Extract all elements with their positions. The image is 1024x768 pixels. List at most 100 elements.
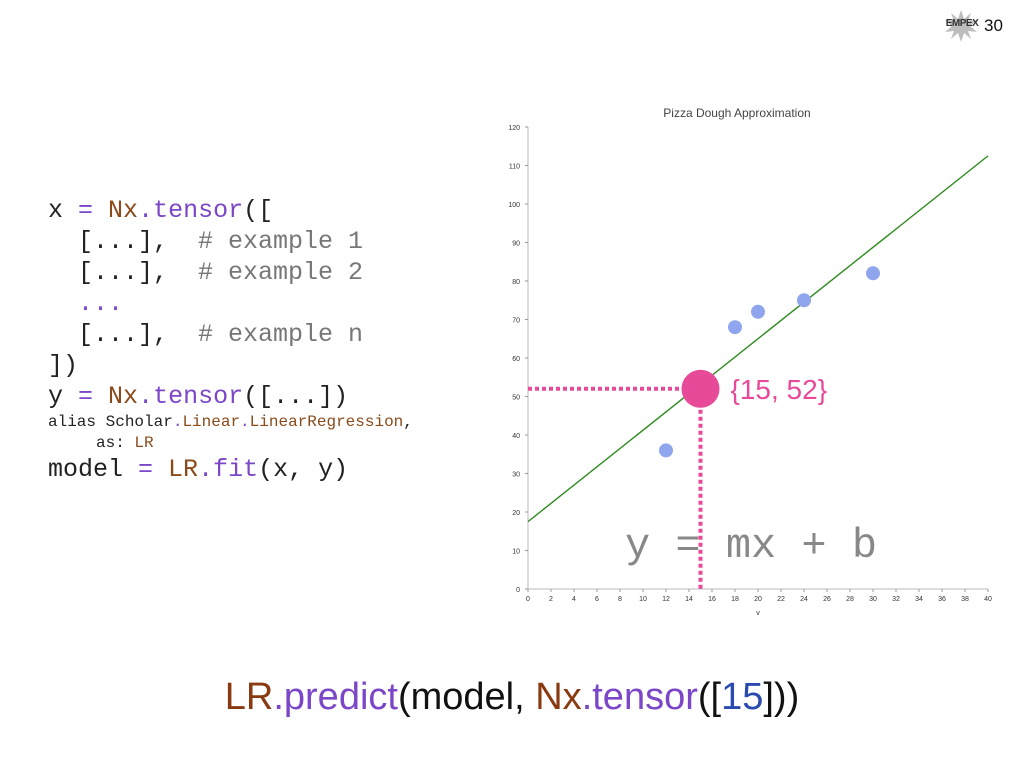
code-token: =: [78, 196, 94, 225]
code-block: x = Nx.tensor([ [...], # example 1 [...]…: [48, 195, 413, 485]
code-line: [...], # example n: [48, 319, 413, 350]
code-token: [...],: [48, 320, 199, 349]
page-number: 30: [984, 16, 1003, 35]
code-token: .: [198, 455, 214, 484]
code-token: LinearRegression: [249, 413, 404, 431]
expression-token: predict: [283, 676, 398, 718]
code-token: [93, 382, 108, 411]
scatter-chart: Pizza Dough Approximation010203040506070…: [508, 106, 992, 617]
code-token: LR: [168, 455, 199, 484]
code-token: tensor: [153, 382, 244, 411]
equation-annotation: y = mx + b: [625, 522, 877, 570]
x-tick-label: 22: [777, 596, 785, 603]
expression-token: ([: [697, 676, 722, 718]
code-token: .: [138, 196, 154, 225]
expression-token: (model,: [397, 676, 536, 718]
x-tick-label: 20: [754, 596, 762, 603]
x-tick-label: 10: [639, 596, 647, 603]
x-tick-label: 0: [526, 596, 530, 603]
x-tick-label: 32: [892, 596, 900, 603]
x-axis-label: v: [756, 610, 760, 617]
x-tick-label: 26: [823, 596, 831, 603]
x-tick-label: 24: [800, 596, 808, 603]
code-token: Nx: [108, 382, 139, 411]
chart-title: Pizza Dough Approximation: [663, 106, 810, 120]
highlight-point: [681, 369, 720, 408]
code-token: tensor: [153, 196, 244, 225]
x-tick-label: 34: [915, 596, 923, 603]
code-token: [...],: [48, 258, 199, 287]
data-point: [728, 320, 742, 335]
highlight-label: {15, 52}: [731, 374, 828, 405]
y-tick-label: 30: [512, 472, 520, 479]
expression-token: 15: [721, 676, 764, 718]
code-token: ,: [403, 413, 413, 431]
code-token: Nx: [108, 196, 139, 225]
y-tick-label: 50: [512, 395, 520, 402]
y-tick-label: 70: [512, 318, 520, 325]
data-point: [866, 266, 880, 281]
y-tick-label: 100: [508, 202, 520, 209]
code-token: [...],: [48, 227, 199, 256]
x-tick-label: 30: [869, 596, 877, 603]
code-token: ([: [243, 196, 274, 225]
code-line: ]): [48, 350, 413, 381]
data-point: [751, 304, 765, 319]
code-token: ...: [48, 289, 124, 318]
y-tick-label: 20: [512, 510, 520, 517]
code-token: # example 2: [198, 258, 364, 287]
code-token: LR: [134, 434, 154, 452]
regression-line: [527, 155, 989, 523]
x-tick-label: 4: [572, 596, 576, 603]
code-token: .: [138, 382, 154, 411]
code-token: ([...]): [243, 382, 349, 411]
x-tick-label: 38: [961, 596, 969, 603]
code-line: [...], # example 2: [48, 257, 413, 288]
x-tick-label: 28: [846, 596, 854, 603]
code-line: ...: [48, 288, 413, 319]
starburst-icon: [945, 10, 977, 42]
y-tick-label: 60: [512, 356, 520, 363]
brand-name: EMPEX: [945, 18, 979, 29]
empex-logo: EMPEX 30: [940, 8, 1020, 42]
code-token: ]): [48, 351, 79, 380]
code-token: y: [48, 382, 79, 411]
x-tick-label: 14: [685, 596, 693, 603]
x-tick-label: 18: [731, 596, 739, 603]
code-line: y = Nx.tensor([...]): [48, 381, 413, 412]
x-tick-label: 6: [595, 596, 599, 603]
code-token: [153, 455, 168, 484]
x-tick-label: 40: [984, 596, 992, 603]
y-tick-label: 0: [516, 587, 520, 594]
code-token: x: [48, 196, 79, 225]
code-token: alias Scholar: [48, 413, 173, 431]
code-token: .: [172, 413, 183, 431]
data-point: [659, 443, 673, 458]
code-token: fit: [213, 455, 259, 484]
x-tick-label: 12: [662, 596, 670, 603]
code-line: [...], # example 1: [48, 226, 413, 257]
code-token: model: [48, 455, 139, 484]
code-token: [93, 196, 108, 225]
predict-expression: LR.predict(model, Nx.tensor([15])): [0, 676, 1024, 719]
expression-token: Nx: [535, 676, 582, 718]
y-tick-label: 10: [512, 549, 520, 556]
code-token: (x, y): [258, 455, 349, 484]
expression-token: LR: [224, 676, 274, 718]
code-line: as: LR: [48, 433, 413, 454]
code-line: alias Scholar.Linear.LinearRegression,: [48, 412, 413, 433]
code-line: x = Nx.tensor([: [48, 195, 413, 226]
y-tick-label: 90: [512, 241, 520, 248]
x-tick-label: 8: [618, 596, 622, 603]
expression-token: .: [581, 676, 593, 718]
expression-token: .: [273, 676, 284, 718]
code-token: =: [138, 455, 154, 484]
code-token: # example 1: [198, 227, 364, 256]
y-tick-label: 40: [512, 433, 520, 440]
data-point: [797, 293, 811, 308]
code-token: Linear: [182, 413, 241, 431]
code-token: as:: [48, 434, 135, 452]
code-token: # example n: [198, 320, 364, 349]
x-tick-label: 16: [708, 596, 716, 603]
expression-token: tensor: [592, 676, 698, 718]
